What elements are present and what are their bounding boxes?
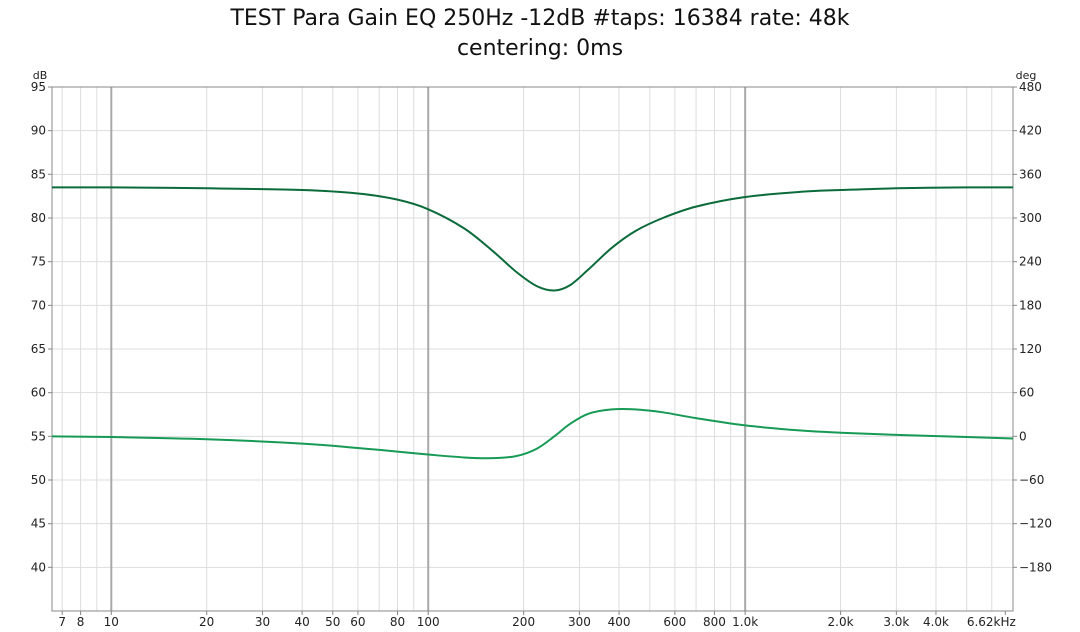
left-tick-label: 65 bbox=[31, 342, 46, 356]
left-axis-ticks: 95 90 85 80 75 70 65 60 55 50 45 40 bbox=[31, 80, 52, 574]
chart-subtitle: centering: 0ms bbox=[456, 36, 624, 61]
series-layer bbox=[51, 186, 1014, 460]
x-tick-label: 7 bbox=[58, 615, 66, 629]
left-tick-label: 95 bbox=[31, 80, 46, 94]
x-tick-label: 50 bbox=[325, 615, 340, 629]
right-tick-label: −180 bbox=[1019, 560, 1052, 574]
x-tick-label: 600 bbox=[663, 615, 686, 629]
phase-curve bbox=[51, 407, 1014, 460]
right-axis-ticks: 480 420 360 300 240 180 120 60 0 −60 −120 −180 bbox=[1013, 80, 1052, 574]
left-tick-label: 40 bbox=[31, 560, 46, 574]
right-tick-label: 300 bbox=[1019, 211, 1042, 225]
x-tick-label: 10 bbox=[104, 615, 119, 629]
x-tick-label: 4.0k bbox=[923, 615, 949, 629]
x-axis-ticks: 7 8 10 20 30 40 50 60 80 100 200 300 400 600 800 1.0k 2.… bbox=[58, 611, 1016, 629]
x-tick-label: 6.62kHz bbox=[967, 615, 1016, 629]
x-tick-label: 200 bbox=[512, 615, 535, 629]
x-tick-label: 300 bbox=[568, 615, 591, 629]
grid-major bbox=[110, 87, 747, 611]
x-tick-label: 60 bbox=[350, 615, 365, 629]
left-tick-label: 45 bbox=[31, 517, 46, 531]
right-tick-label: 60 bbox=[1019, 386, 1034, 400]
x-tick-label: 20 bbox=[199, 615, 214, 629]
right-tick-label: 240 bbox=[1019, 255, 1042, 269]
right-tick-label: −60 bbox=[1019, 473, 1044, 487]
right-axis-unit: deg bbox=[1016, 69, 1037, 82]
grid-minor bbox=[52, 86, 1014, 611]
left-tick-label: 85 bbox=[31, 167, 46, 181]
right-tick-label: 180 bbox=[1019, 298, 1042, 312]
right-tick-label: 360 bbox=[1019, 167, 1042, 181]
x-tick-label: 30 bbox=[255, 615, 270, 629]
right-tick-label: 420 bbox=[1019, 124, 1042, 138]
x-tick-label: 3.0k bbox=[883, 615, 909, 629]
x-tick-label: 8 bbox=[77, 615, 85, 629]
x-tick-label: 800 bbox=[703, 615, 726, 629]
left-tick-label: 50 bbox=[31, 473, 46, 487]
left-tick-label: 60 bbox=[31, 386, 46, 400]
right-tick-label: 0 bbox=[1019, 429, 1027, 443]
left-tick-label: 55 bbox=[31, 429, 46, 443]
left-tick-label: 75 bbox=[31, 255, 46, 269]
right-tick-label: 480 bbox=[1019, 80, 1042, 94]
left-axis-unit: dB bbox=[33, 69, 48, 82]
x-tick-label: 1.0k bbox=[732, 615, 758, 629]
x-tick-label: 2.0k bbox=[828, 615, 854, 629]
x-tick-label: 100 bbox=[417, 615, 440, 629]
magnitude-curve bbox=[51, 186, 1014, 292]
x-tick-label: 400 bbox=[608, 615, 631, 629]
chart-title: TEST Para Gain EQ 250Hz -12dB #taps: 163… bbox=[230, 6, 850, 31]
left-tick-label: 80 bbox=[31, 211, 46, 225]
left-tick-label: 70 bbox=[31, 298, 46, 312]
right-tick-label: 120 bbox=[1019, 342, 1042, 356]
x-tick-label: 80 bbox=[390, 615, 405, 629]
right-tick-label: −120 bbox=[1019, 517, 1052, 531]
x-tick-label: 40 bbox=[294, 615, 309, 629]
left-tick-label: 90 bbox=[31, 124, 46, 138]
